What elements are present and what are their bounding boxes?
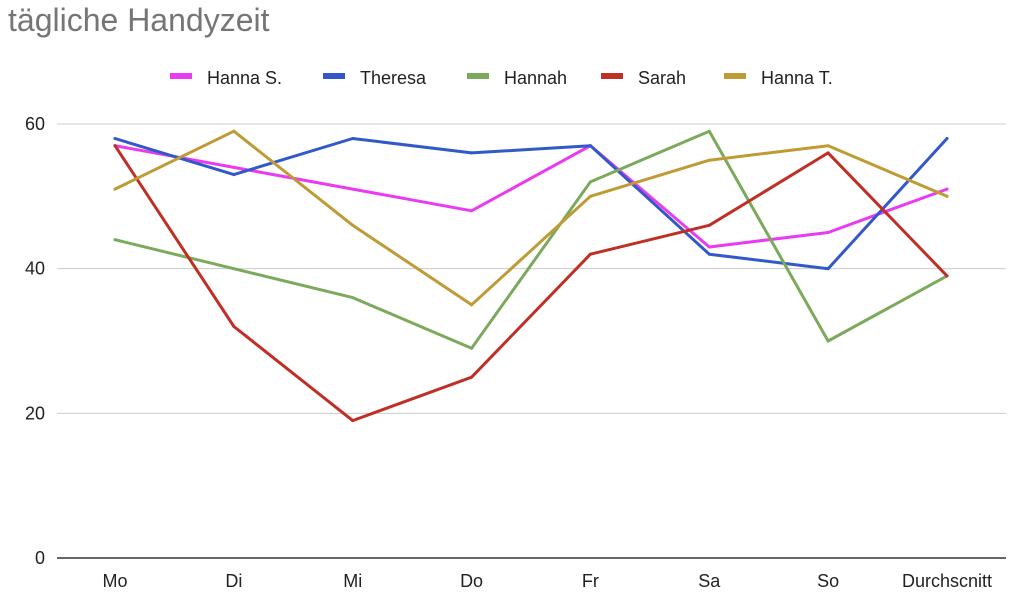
x-tick-label: Sa [698,571,721,591]
data-point [470,375,474,379]
data-point [232,129,236,133]
data-point [826,339,830,343]
data-point [826,144,830,148]
series-line-5 [113,129,949,307]
data-point [113,136,117,140]
grid-layer [57,123,1006,559]
x-tick-label: Durchscnitt [902,571,992,591]
series-line-2 [113,137,949,271]
y-tick-label: 20 [25,403,45,423]
legend-swatch [601,73,623,79]
series-line-1 [113,144,949,249]
data-point [113,144,117,148]
data-point [351,296,355,300]
x-axis-ticks: Mo Di Mi Do Fr Sa So Durchscnitt [102,571,992,591]
series-line-3 [113,129,949,350]
data-point [707,223,711,227]
x-tick-label: So [817,571,839,591]
y-tick-label: 60 [25,114,45,134]
data-point [588,180,592,184]
data-point [351,187,355,191]
data-point [707,158,711,162]
legend-label: Hanna T. [761,68,833,88]
data-point [826,151,830,155]
x-tick-label: Mo [102,571,127,591]
legend-label: Hanna S. [207,68,282,88]
data-point [232,325,236,329]
legend-swatch [724,73,746,79]
legend-swatch [323,73,345,79]
data-point [470,151,474,155]
data-point [351,419,355,423]
data-point [945,187,949,191]
data-point [588,252,592,256]
data-point [707,245,711,249]
data-point [826,231,830,234]
legend-label: Theresa [360,68,427,88]
x-tick-label: Mi [343,571,362,591]
data-point [113,187,117,191]
data-point [826,267,830,271]
x-tick-label: Di [225,571,242,591]
legend-swatch [467,73,489,79]
y-axis-ticks: 0 20 40 60 [25,114,45,568]
data-point [945,136,949,140]
data-point [113,238,117,242]
x-tick-label: Do [460,571,483,591]
legend-swatch [170,73,192,79]
x-tick-label: Fr [582,571,599,591]
y-tick-label: 40 [25,259,45,279]
data-point [232,165,236,169]
data-point [351,223,355,227]
y-tick-label: 0 [35,548,45,568]
legend-label: Sarah [638,68,686,88]
chart-title: tägliche Handyzeit [8,2,270,38]
legend-label: Hannah [504,68,567,88]
series-line-4 [113,144,949,423]
data-point [707,129,711,133]
data-point [470,346,474,350]
data-point [470,303,474,307]
data-point [588,144,592,148]
data-point [232,173,236,177]
data-point [470,209,474,213]
data-point [945,274,949,278]
legend: Hanna S. Theresa Hannah Sarah Hanna T. [170,68,833,88]
series-lines [113,129,949,423]
data-point [588,194,592,198]
data-point [232,267,236,271]
data-point [707,252,711,256]
data-point [945,194,949,198]
data-point [351,136,355,140]
